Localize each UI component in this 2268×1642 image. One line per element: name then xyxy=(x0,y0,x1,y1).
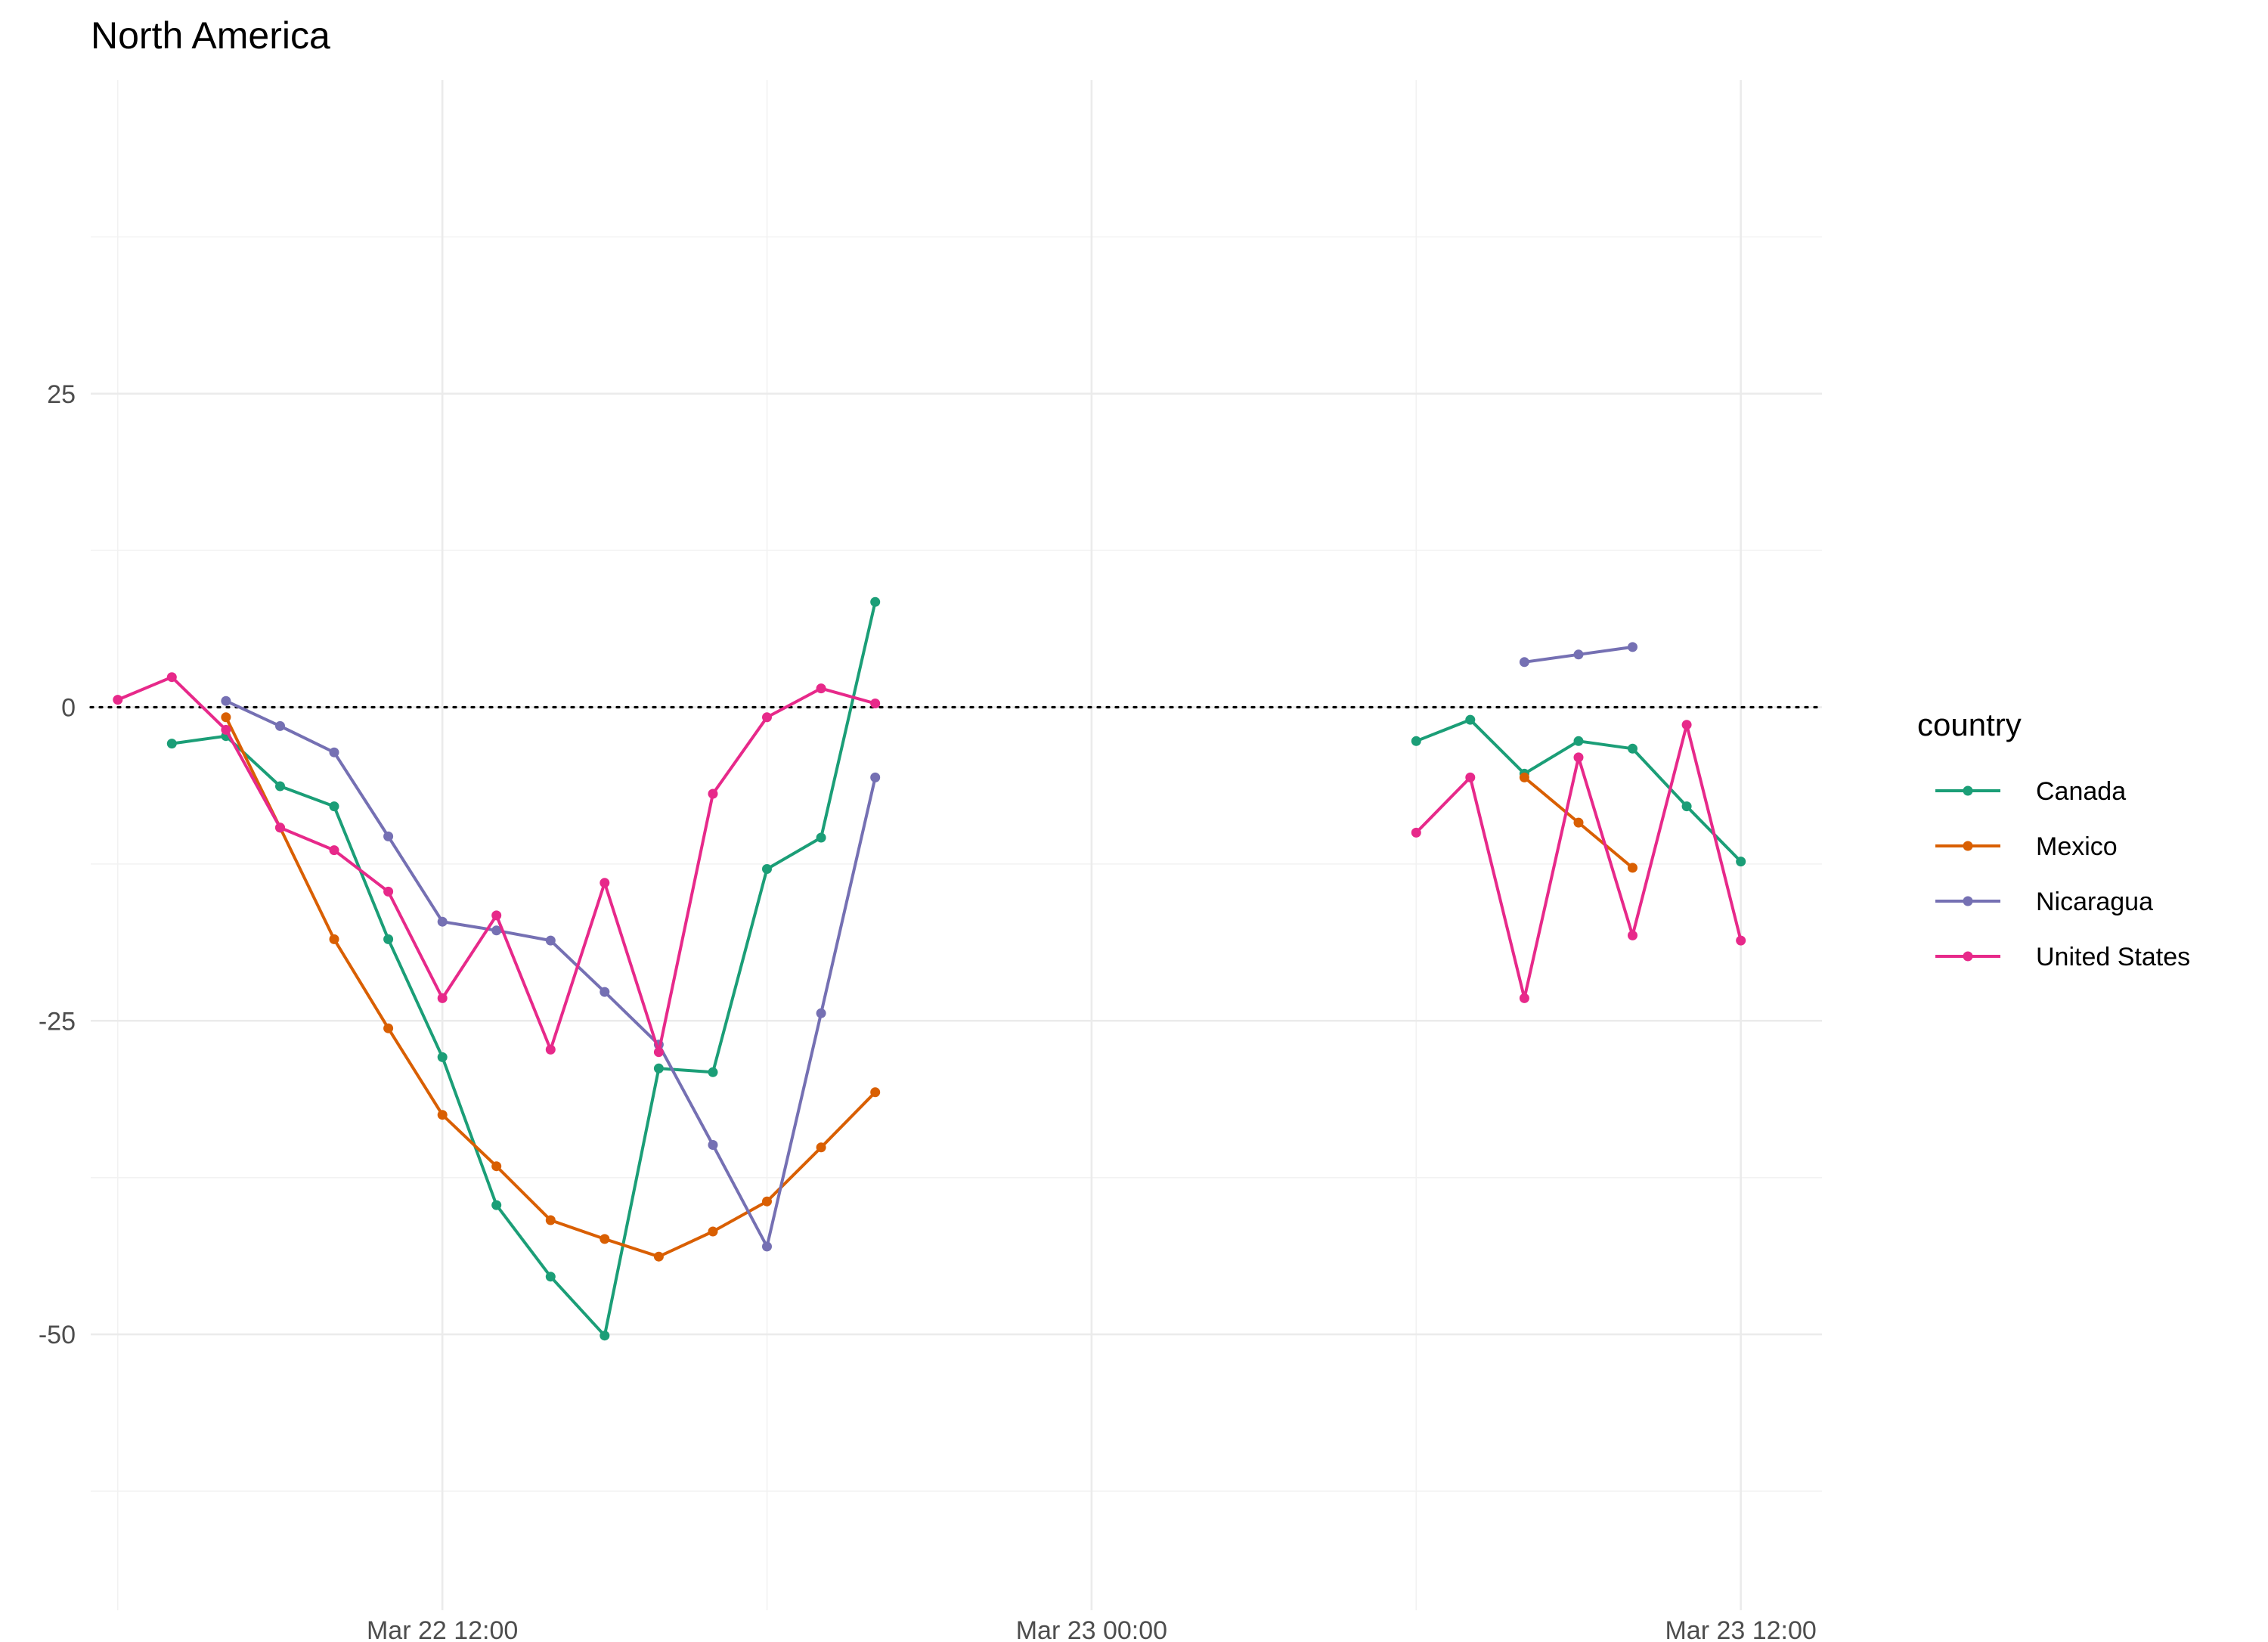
data-point xyxy=(275,781,285,792)
data-point xyxy=(329,801,339,812)
series-group xyxy=(221,642,1637,1252)
data-point xyxy=(491,910,502,921)
data-point xyxy=(1573,817,1584,828)
data-point xyxy=(600,1331,610,1341)
data-point xyxy=(1736,935,1746,946)
y-tick-label: 25 xyxy=(47,380,76,409)
data-point xyxy=(166,739,177,749)
y-tick-label: -50 xyxy=(39,1321,76,1349)
data-point xyxy=(383,1023,394,1033)
data-point xyxy=(816,683,826,694)
x-tick-label: Mar 23 00:00 xyxy=(1016,1616,1167,1642)
chart-title: North America xyxy=(91,14,330,57)
data-point xyxy=(491,925,502,936)
data-point xyxy=(329,845,339,856)
legend-key-point xyxy=(1963,841,1973,851)
data-point xyxy=(600,878,610,888)
data-point xyxy=(762,1241,772,1252)
data-point xyxy=(437,1110,448,1120)
legend-label: Canada xyxy=(2036,777,2126,806)
data-point xyxy=(545,1044,556,1055)
data-point xyxy=(1573,736,1584,746)
data-point xyxy=(653,1047,664,1058)
x-axis-tick-labels: Mar 22 12:00 Mar 23 00:00 Mar 23 12:00 xyxy=(367,1616,1817,1642)
y-tick-label: 0 xyxy=(61,694,76,723)
data-point xyxy=(1628,930,1637,940)
data-point xyxy=(708,1226,718,1237)
data-point xyxy=(491,1161,502,1172)
data-point xyxy=(816,832,826,843)
data-point xyxy=(653,1251,664,1262)
data-point xyxy=(1519,657,1529,668)
y-tick-label: -25 xyxy=(39,1007,76,1036)
series-group xyxy=(113,672,1746,1058)
legend-label: United States xyxy=(2036,943,2190,971)
data-point xyxy=(600,1234,610,1244)
minor-gridlines xyxy=(91,80,1822,1610)
data-point xyxy=(1628,743,1637,754)
legend: country Canada Mexico Nicaragua United Stat… xyxy=(1917,707,2190,971)
data-point xyxy=(1736,857,1746,867)
data-point xyxy=(1519,772,1529,782)
data-point xyxy=(113,695,123,705)
data-point xyxy=(221,696,231,706)
data-point xyxy=(329,934,339,944)
data-point xyxy=(221,712,231,723)
series-line xyxy=(170,600,877,1337)
legend-key-point xyxy=(1963,785,1973,796)
data-point xyxy=(545,935,556,946)
data-point xyxy=(600,987,610,997)
y-axis-tick-labels: 25 0 -25 -50 xyxy=(39,380,76,1349)
data-point xyxy=(545,1272,556,1282)
legend-key-point xyxy=(1963,896,1973,906)
data-point xyxy=(1681,801,1692,812)
data-point xyxy=(816,1008,826,1018)
x-tick-label: Mar 22 12:00 xyxy=(367,1616,518,1642)
data-point xyxy=(329,747,339,757)
legend-key-point xyxy=(1963,951,1973,962)
data-point xyxy=(545,1215,556,1225)
data-point xyxy=(762,1196,772,1207)
data-point xyxy=(1411,827,1421,838)
data-point xyxy=(1519,993,1529,1003)
data-point xyxy=(1411,736,1421,746)
data-point xyxy=(275,720,285,731)
data-point xyxy=(816,1142,826,1153)
data-point xyxy=(1573,649,1584,660)
data-point xyxy=(762,712,772,723)
data-point xyxy=(762,864,772,874)
series-layer xyxy=(113,596,1746,1341)
data-point xyxy=(166,672,177,683)
data-point xyxy=(1573,752,1584,763)
data-point xyxy=(383,934,394,944)
data-point xyxy=(437,993,448,1003)
data-point xyxy=(221,724,231,735)
data-point xyxy=(383,831,394,841)
data-point xyxy=(275,823,285,833)
legend-title: country xyxy=(1917,707,2022,742)
data-point xyxy=(1465,772,1476,782)
data-point xyxy=(383,886,394,897)
data-point xyxy=(870,596,881,607)
data-point xyxy=(653,1063,664,1073)
data-point xyxy=(1465,714,1476,725)
data-point xyxy=(870,699,881,708)
data-point xyxy=(870,772,881,782)
data-point xyxy=(1628,642,1637,652)
data-point xyxy=(1681,720,1692,730)
data-point xyxy=(437,1052,448,1062)
data-point xyxy=(708,1140,718,1150)
data-point xyxy=(491,1200,502,1210)
data-point xyxy=(437,916,448,927)
data-point xyxy=(708,1067,718,1077)
x-tick-label: Mar 23 12:00 xyxy=(1665,1616,1816,1642)
data-point xyxy=(708,788,718,799)
data-point xyxy=(870,1087,881,1098)
legend-label: Nicaragua xyxy=(2036,888,2153,916)
data-point xyxy=(1628,863,1637,873)
legend-label: Mexico xyxy=(2036,832,2118,861)
